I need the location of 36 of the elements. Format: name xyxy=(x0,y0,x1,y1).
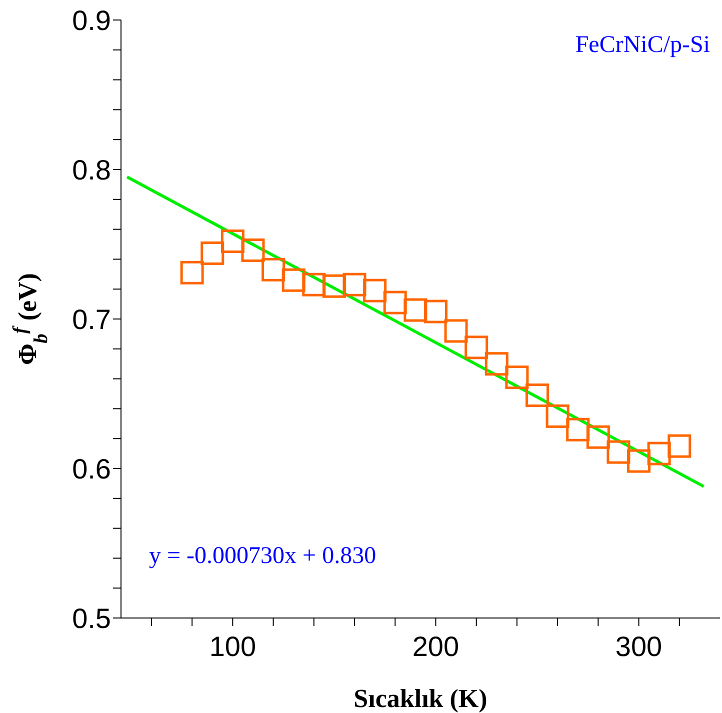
point xyxy=(484,352,508,376)
point xyxy=(180,260,204,284)
point xyxy=(200,241,224,265)
x-tick-label: 200 xyxy=(412,630,460,662)
annotation: y = -0.000730x + 0.830 xyxy=(149,543,376,570)
annotation: FeCrNiC/p-Si xyxy=(575,32,710,59)
y-tick-label: 0.8 xyxy=(72,154,111,186)
y-tick-label: 0.6 xyxy=(72,453,111,484)
point xyxy=(444,319,468,343)
point xyxy=(627,449,651,473)
point xyxy=(546,404,570,428)
point xyxy=(220,230,244,254)
point xyxy=(424,300,448,324)
point xyxy=(241,238,265,262)
y-tick-label: 0.7 xyxy=(72,304,111,335)
point xyxy=(342,272,366,296)
point xyxy=(383,290,407,314)
point xyxy=(566,418,590,442)
point xyxy=(505,366,529,390)
y-tick-label: 0.9 xyxy=(72,4,111,36)
point xyxy=(668,434,692,458)
point xyxy=(606,440,630,464)
point xyxy=(322,274,346,298)
point xyxy=(302,272,326,296)
y-tick-label: 0.5 xyxy=(72,602,111,634)
x-tick-label: 300 xyxy=(615,630,662,662)
x-tick-label: 100 xyxy=(209,630,256,662)
x-axis-title: Sıcaklık (K) xyxy=(354,684,488,713)
point xyxy=(647,442,671,466)
point xyxy=(262,258,286,282)
point xyxy=(282,268,306,292)
point xyxy=(363,278,387,302)
point xyxy=(586,425,610,449)
point xyxy=(404,298,428,322)
point xyxy=(464,336,488,360)
point xyxy=(526,383,550,407)
